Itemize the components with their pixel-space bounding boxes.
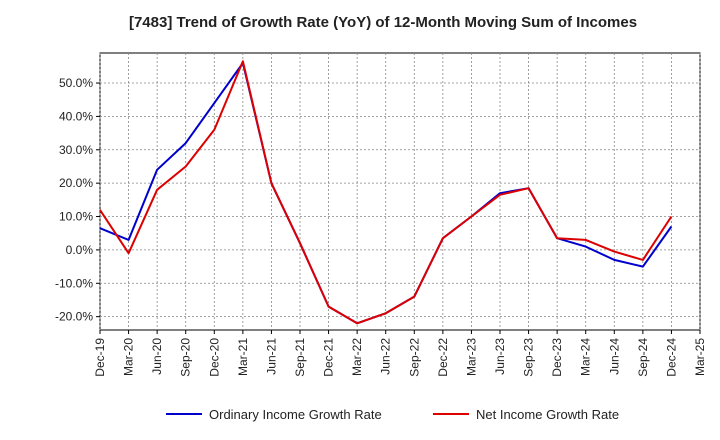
plot-area [99, 52, 701, 331]
x-tick-label: Jun-23 [493, 338, 507, 375]
series-lines [99, 60, 673, 325]
series-line [99, 60, 673, 325]
x-tick-label: Dec-23 [550, 338, 564, 377]
x-tick-label: Dec-21 [322, 338, 336, 377]
x-tick-label: Jun-24 [607, 338, 621, 375]
legend-label: Ordinary Income Growth Rate [209, 407, 382, 422]
y-tick-label: -20.0% [55, 310, 93, 324]
x-tick-label: Dec-24 [664, 338, 678, 377]
x-tick-label: Sep-21 [293, 338, 307, 377]
x-tick-label: Mar-20 [122, 338, 136, 376]
x-tick-label: Mar-22 [350, 338, 364, 376]
x-tick-label: Mar-25 [693, 338, 707, 376]
x-tick-label: Sep-22 [407, 338, 421, 377]
x-tick-label: Jun-22 [379, 338, 393, 375]
x-axis-ticks: Dec-19 Mar-20 Jun-20 Sep-20 Dec-20 Mar-21 Jun-… [93, 330, 707, 377]
x-tick-label: Dec-22 [436, 338, 450, 377]
x-tick-label: Mar-23 [464, 338, 478, 376]
legend-label: Net Income Growth Rate [476, 407, 619, 422]
x-tick-label: Sep-24 [636, 338, 650, 377]
x-tick-label: Dec-20 [207, 338, 221, 377]
x-tick-label: Sep-23 [522, 338, 536, 377]
x-tick-label: Dec-19 [93, 338, 107, 377]
x-tick-label: Sep-20 [179, 338, 193, 377]
legend: Ordinary Income Growth Rate Net Income Gr… [166, 407, 619, 422]
y-tick-label: 0.0% [66, 243, 94, 257]
y-tick-label: 50.0% [59, 76, 93, 90]
y-tick-label: 30.0% [59, 143, 93, 157]
x-tick-label: Jun-21 [264, 338, 278, 375]
y-tick-label: 10.0% [59, 210, 93, 224]
y-tick-label: 40.0% [59, 109, 93, 123]
x-tick-label: Mar-21 [236, 338, 250, 376]
chart-title: [7483] Trend of Growth Rate (YoY) of 12-… [129, 14, 637, 31]
x-tick-label: Jun-20 [150, 338, 164, 375]
y-axis-ticks: 50.0% 40.0% 30.0% 20.0% 10.0% 0.0% -10.0% -20.0… [55, 76, 100, 324]
grid-lines [99, 53, 701, 330]
x-tick-label: Mar-24 [579, 338, 593, 376]
y-tick-label: 20.0% [59, 176, 93, 190]
y-tick-label: -10.0% [55, 276, 93, 290]
